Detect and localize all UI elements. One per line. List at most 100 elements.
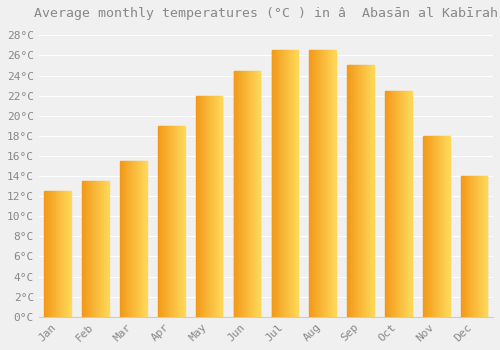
Bar: [400, 91, 401, 317]
Bar: [253, 70, 254, 317]
Bar: [130, 161, 131, 317]
Bar: [293, 50, 294, 317]
Bar: [447, 136, 448, 317]
Bar: [440, 136, 441, 317]
Bar: [364, 65, 365, 317]
Bar: [88, 181, 89, 317]
Bar: [91, 181, 92, 317]
Bar: [465, 176, 466, 317]
Bar: [84, 181, 85, 317]
Bar: [238, 70, 239, 317]
Bar: [68, 191, 69, 317]
Bar: [103, 181, 104, 317]
Bar: [92, 181, 93, 317]
Bar: [176, 126, 178, 317]
Bar: [442, 136, 443, 317]
Bar: [164, 126, 166, 317]
Bar: [398, 91, 399, 317]
Bar: [424, 136, 425, 317]
Bar: [294, 50, 295, 317]
Bar: [369, 65, 370, 317]
Bar: [312, 50, 313, 317]
Bar: [249, 70, 250, 317]
Bar: [107, 181, 108, 317]
Bar: [437, 136, 438, 317]
Bar: [388, 91, 389, 317]
Bar: [198, 96, 199, 317]
Bar: [480, 176, 481, 317]
Bar: [389, 91, 390, 317]
Bar: [101, 181, 102, 317]
Bar: [206, 96, 207, 317]
Bar: [462, 176, 463, 317]
Bar: [174, 126, 176, 317]
Bar: [472, 176, 473, 317]
Bar: [50, 191, 51, 317]
Bar: [239, 70, 240, 317]
Bar: [104, 181, 105, 317]
Bar: [432, 136, 433, 317]
Bar: [425, 136, 426, 317]
Bar: [366, 65, 367, 317]
Bar: [373, 65, 374, 317]
Bar: [426, 136, 427, 317]
Bar: [208, 96, 209, 317]
Bar: [468, 176, 469, 317]
Bar: [474, 176, 475, 317]
Bar: [402, 91, 403, 317]
Bar: [445, 136, 446, 317]
Bar: [405, 91, 406, 317]
Bar: [128, 161, 129, 317]
Bar: [313, 50, 314, 317]
Bar: [318, 50, 320, 317]
Bar: [259, 70, 260, 317]
Bar: [245, 70, 246, 317]
Bar: [367, 65, 368, 317]
Bar: [121, 161, 122, 317]
Bar: [330, 50, 332, 317]
Title: Average monthly temperatures (°C ) in â  Abasān al Kabīrah: Average monthly temperatures (°C ) in â …: [34, 7, 498, 20]
Bar: [328, 50, 330, 317]
Bar: [251, 70, 252, 317]
Bar: [69, 191, 70, 317]
Bar: [289, 50, 290, 317]
Bar: [464, 176, 465, 317]
Bar: [256, 70, 257, 317]
Bar: [295, 50, 296, 317]
Bar: [67, 191, 68, 317]
Bar: [65, 191, 66, 317]
Bar: [288, 50, 289, 317]
Bar: [120, 161, 121, 317]
Bar: [252, 70, 253, 317]
Bar: [486, 176, 488, 317]
Bar: [394, 91, 395, 317]
Bar: [449, 136, 450, 317]
Bar: [48, 191, 49, 317]
Bar: [479, 176, 480, 317]
Bar: [257, 70, 258, 317]
Bar: [278, 50, 279, 317]
Bar: [162, 126, 164, 317]
Bar: [475, 176, 476, 317]
Bar: [82, 181, 83, 317]
Bar: [334, 50, 336, 317]
Bar: [197, 96, 198, 317]
Bar: [87, 181, 88, 317]
Bar: [296, 50, 297, 317]
Bar: [283, 50, 284, 317]
Bar: [85, 181, 86, 317]
Bar: [279, 50, 280, 317]
Bar: [201, 96, 202, 317]
Bar: [211, 96, 212, 317]
Bar: [470, 176, 471, 317]
Bar: [348, 65, 350, 317]
Bar: [285, 50, 286, 317]
Bar: [89, 181, 90, 317]
Bar: [57, 191, 58, 317]
Bar: [250, 70, 251, 317]
Bar: [387, 91, 388, 317]
Bar: [358, 65, 359, 317]
Bar: [209, 96, 210, 317]
Bar: [370, 65, 371, 317]
Bar: [140, 161, 141, 317]
